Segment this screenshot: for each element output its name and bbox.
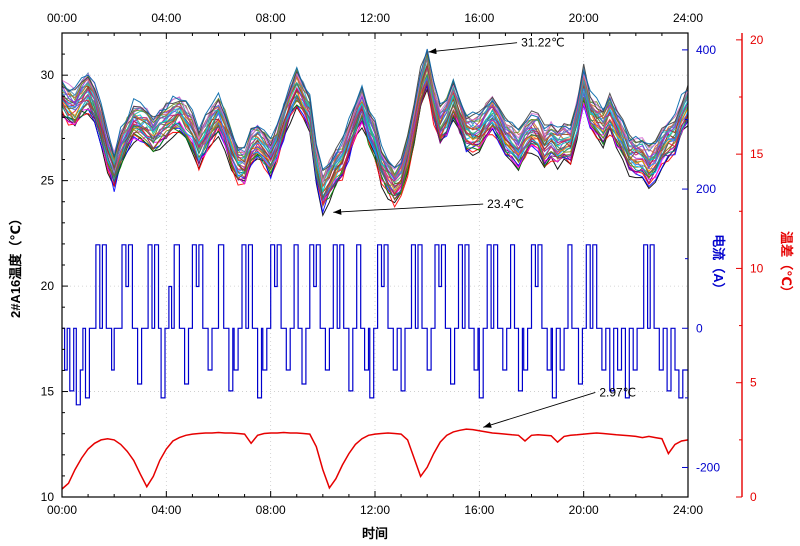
- annotation-label: 23.4℃: [487, 197, 524, 211]
- x-tick-label-bottom: 20:00: [569, 503, 599, 517]
- annotation-arrow: [483, 391, 596, 428]
- gridlines: [62, 33, 688, 497]
- temp-diff-series: [61, 428, 689, 490]
- temp-diff-tick-label: 15: [750, 147, 764, 161]
- x-tick-label-top: 08:00: [256, 11, 286, 25]
- current-series: [62, 244, 688, 406]
- x-tick-label-top: 16:00: [464, 11, 494, 25]
- temp-diff-tick-label: 20: [750, 33, 764, 47]
- left-tick-label: 15: [41, 385, 55, 399]
- temperature-series: [61, 49, 689, 184]
- temperature-series: [61, 48, 689, 171]
- x-tick-label-top: 24:00: [673, 11, 703, 25]
- x-tick-label-bottom: 16:00: [464, 503, 494, 517]
- x-tick-label-bottom: 00:00: [47, 503, 77, 517]
- annotation-label: 31.22℃: [521, 36, 565, 50]
- current-tick-label: 400: [696, 43, 716, 57]
- current-axis-title: 电流（A）: [711, 234, 726, 295]
- annotation-label: 2.97℃: [599, 385, 636, 399]
- annotation-arrow: [333, 203, 484, 215]
- axes: 00:00 00:00 04:00 04:00 08:00 08:00 12:00 12:00…: [8, 11, 794, 541]
- left-tick-label: 25: [41, 174, 55, 188]
- left-tick-label: 30: [41, 68, 55, 82]
- left-tick-label: 20: [41, 279, 55, 293]
- x-tick-label-bottom: 12:00: [360, 503, 390, 517]
- temp-diff-tick-label: 0: [750, 490, 757, 504]
- x-tick-label-top: 04:00: [151, 11, 181, 25]
- x-tick-label-bottom: 08:00: [256, 503, 286, 517]
- current-tick-label: 200: [696, 182, 716, 196]
- annotations: 31.22℃ 23.4℃ 2.97℃: [333, 36, 636, 428]
- x-tick-label-bottom: 04:00: [151, 503, 181, 517]
- annotation-arrow: [428, 42, 518, 55]
- left-axis-title: 2#A16温度（℃）: [8, 212, 23, 318]
- left-tick-label: 10: [41, 490, 55, 504]
- x-tick-label-top: 00:00: [47, 11, 77, 25]
- x-tick-label-top: 12:00: [360, 11, 390, 25]
- x-tick-label-top: 20:00: [569, 11, 599, 25]
- x-axis-title: 时间: [362, 526, 388, 541]
- temp-diff-tick-label: 10: [750, 261, 764, 275]
- temperature-series: [61, 50, 689, 172]
- temp-diff-axis-title: 温差（℃）: [779, 231, 794, 299]
- x-tick-label-bottom: 24:00: [673, 503, 703, 517]
- temperature-series-bundle: [61, 48, 689, 217]
- temp-diff-tick-label: 5: [750, 376, 757, 390]
- current-tick-label: -200: [696, 460, 720, 474]
- current-tick-label: 0: [696, 321, 703, 335]
